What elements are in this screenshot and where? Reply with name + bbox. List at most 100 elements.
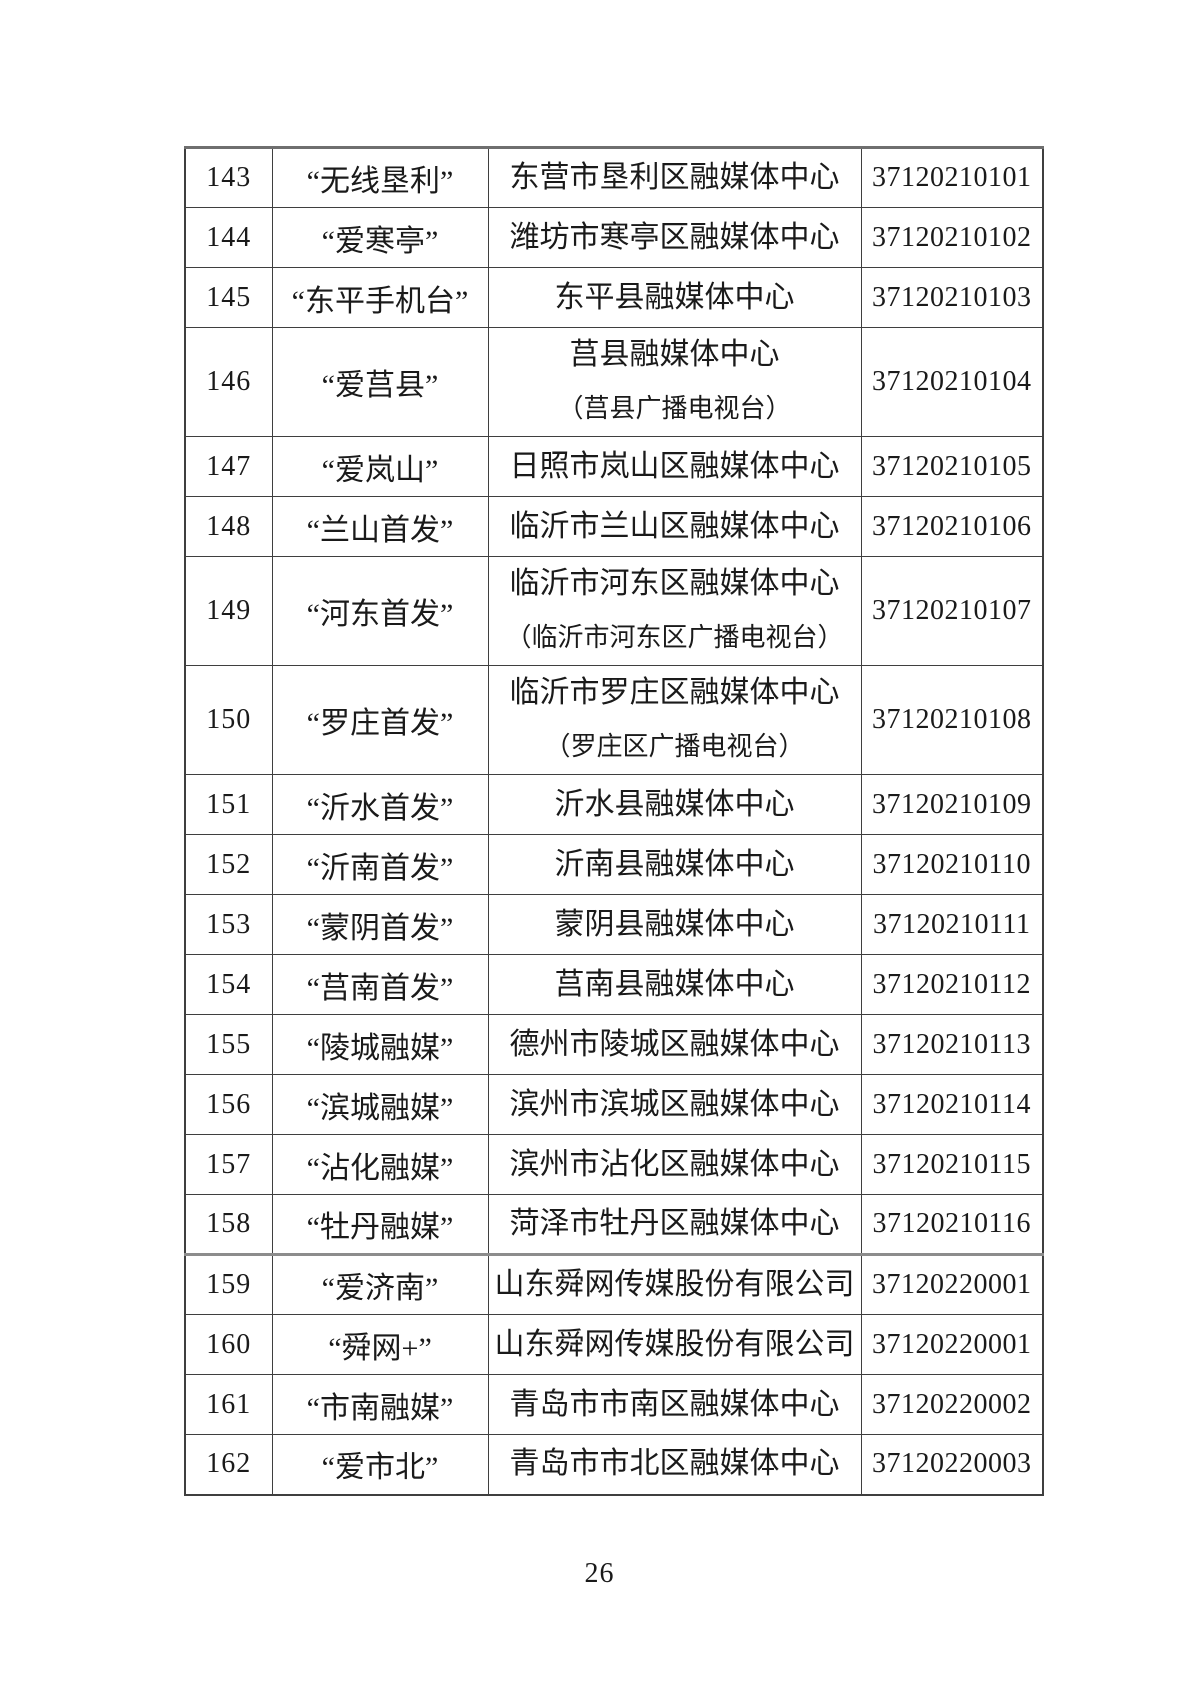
service-name-cell: “爱莒县” [271,327,489,437]
service-name-cell: “沂水首发” [271,774,489,835]
row-index-cell: 144 [184,207,273,268]
license-number-cell: 37120210103 [860,267,1044,328]
row-index-cell: 145 [184,267,273,328]
organization-line: 莒南县融媒体中心 [554,967,795,1001]
license-number-cell: 37120210108 [860,665,1044,775]
service-name-cell: “莒南首发” [271,954,489,1015]
organization-cell: 潍坊市寒亭区融媒体中心 [487,207,862,268]
license-table-body: 143 “无线垦利” 东营市垦利区融媒体中心 37120210101 144 “… [184,147,1044,1495]
service-name-cell: “沂南首发” [271,834,489,895]
license-number-cell: 37120220001 [860,1254,1044,1315]
table-row: 145 “东平手机台” 东平县融媒体中心 37120210103 [184,267,1044,328]
license-number-cell: 37120210111 [860,894,1044,955]
service-name-cell: “舜网+” [271,1314,489,1375]
license-number-cell: 37120210102 [860,207,1044,268]
license-number-cell: 37120210109 [860,774,1044,835]
organization-line: 滨州市沾化区融媒体中心 [509,1147,840,1181]
organization-cell: 山东舜网传媒股份有限公司 [487,1254,862,1315]
license-number-cell: 37120220002 [860,1374,1044,1435]
table-row: 161 “市南融媒” 青岛市市南区融媒体中心 37120220002 [184,1374,1044,1435]
row-index-cell: 154 [184,954,273,1015]
service-name-cell: “市南融媒” [271,1374,489,1435]
license-number-cell: 37120210115 [860,1134,1044,1195]
service-name-cell: “河东首发” [271,556,489,666]
organization-line: 日照市岚山区融媒体中心 [509,449,840,483]
organization-cell: 日照市岚山区融媒体中心 [487,436,862,497]
row-index-cell: 143 [184,147,273,208]
row-index-cell: 162 [184,1434,273,1495]
organization-line: 滨州市滨城区融媒体中心 [509,1087,840,1121]
row-index-cell: 150 [184,665,273,775]
row-index-cell: 149 [184,556,273,666]
row-index-cell: 155 [184,1014,273,1075]
service-name-cell: “罗庄首发” [271,665,489,775]
service-name-cell: “爱寒亭” [271,207,489,268]
organization-cell: 莒南县融媒体中心 [487,954,862,1015]
service-name-cell: “爱岚山” [271,436,489,497]
row-index-cell: 148 [184,496,273,557]
license-number-cell: 37120210105 [860,436,1044,497]
license-number-cell: 37120210116 [860,1194,1044,1256]
table-row: 159 “爱济南” 山东舜网传媒股份有限公司 37120220001 [184,1254,1044,1315]
table-row: 143 “无线垦利” 东营市垦利区融媒体中心 37120210101 [184,147,1044,208]
row-index-cell: 156 [184,1074,273,1135]
organization-cell: 菏泽市牡丹区融媒体中心 [487,1194,862,1256]
service-name-cell: “无线垦利” [271,147,489,208]
row-index-cell: 151 [184,774,273,835]
organization-cell: 临沂市罗庄区融媒体中心 （罗庄区广播电视台） [487,665,862,775]
service-name-cell: “兰山首发” [271,496,489,557]
table-row: 157 “沾化融媒” 滨州市沾化区融媒体中心 37120210115 [184,1134,1044,1195]
table-row: 148 “兰山首发” 临沂市兰山区融媒体中心 37120210106 [184,496,1044,557]
organization-line: （罗庄区广播电视台） [544,732,805,761]
table-row: 150 “罗庄首发” 临沂市罗庄区融媒体中心 （罗庄区广播电视台） 3712021… [184,665,1044,775]
license-number-cell: 37120210107 [860,556,1044,666]
organization-cell: 滨州市沾化区融媒体中心 [487,1134,862,1195]
table-row: 156 “滨城融媒” 滨州市滨城区融媒体中心 37120210114 [184,1074,1044,1135]
table-row: 146 “爱莒县” 莒县融媒体中心 （莒县广播电视台） 37120210104 [184,327,1044,437]
table-row: 160 “舜网+” 山东舜网传媒股份有限公司 37120220001 [184,1314,1044,1375]
license-number-cell: 37120220001 [860,1314,1044,1375]
organization-line: 沂水县融媒体中心 [554,787,795,821]
service-name-cell: “滨城融媒” [271,1074,489,1135]
row-index-cell: 157 [184,1134,273,1195]
organization-cell: 蒙阴县融媒体中心 [487,894,862,955]
organization-line: 菏泽市牡丹区融媒体中心 [509,1207,840,1240]
service-name-cell: “沾化融媒” [271,1134,489,1195]
row-index-cell: 160 [184,1314,273,1375]
organization-line: 青岛市市南区融媒体中心 [509,1387,840,1421]
organization-cell: 临沂市兰山区融媒体中心 [487,496,862,557]
license-table: 143 “无线垦利” 东营市垦利区融媒体中心 37120210101 144 “… [184,146,1044,1496]
license-number-cell: 37120210114 [860,1074,1044,1135]
table-row: 149 “河东首发” 临沂市河东区融媒体中心 （临沂市河东区广播电视台） 3712… [184,556,1044,666]
organization-line: 潍坊市寒亭区融媒体中心 [509,220,840,254]
service-name-cell: “蒙阴首发” [271,894,489,955]
service-name-cell: “东平手机台” [271,267,489,328]
organization-cell: 临沂市河东区融媒体中心 （临沂市河东区广播电视台） [487,556,862,666]
table-row: 155 “陵城融媒” 德州市陵城区融媒体中心 37120210113 [184,1014,1044,1075]
organization-line: （临沂市河东区广播电视台） [505,623,844,652]
service-name-cell: “陵城融媒” [271,1014,489,1075]
organization-cell: 山东舜网传媒股份有限公司 [487,1314,862,1375]
license-number-cell: 37120210113 [860,1014,1044,1075]
row-index-cell: 159 [184,1254,273,1315]
organization-line: 山东舜网传媒股份有限公司 [494,1268,855,1301]
organization-line: （莒县广播电视台） [557,394,792,423]
table-row: 162 “爱市北” 青岛市市北区融媒体中心 37120220003 [184,1434,1044,1495]
table-row: 147 “爱岚山” 日照市岚山区融媒体中心 37120210105 [184,436,1044,497]
organization-line: 临沂市罗庄区融媒体中心 [509,676,840,709]
organization-cell: 东平县融媒体中心 [487,267,862,328]
row-index-cell: 152 [184,834,273,895]
organization-cell: 沂南县融媒体中心 [487,834,862,895]
table-row: 151 “沂水首发” 沂水县融媒体中心 37120210109 [184,774,1044,835]
organization-line: 临沂市河东区融媒体中心 [509,567,840,600]
row-index-cell: 161 [184,1374,273,1435]
table-row: 154 “莒南首发” 莒南县融媒体中心 37120210112 [184,954,1044,1015]
organization-cell: 沂水县融媒体中心 [487,774,862,835]
organization-line: 山东舜网传媒股份有限公司 [494,1327,855,1361]
license-number-cell: 37120210101 [860,147,1044,208]
organization-cell: 莒县融媒体中心 （莒县广播电视台） [487,327,862,437]
table-row: 152 “沂南首发” 沂南县融媒体中心 37120210110 [184,834,1044,895]
license-number-cell: 37120210112 [860,954,1044,1015]
organization-line: 沂南县融媒体中心 [554,847,795,881]
